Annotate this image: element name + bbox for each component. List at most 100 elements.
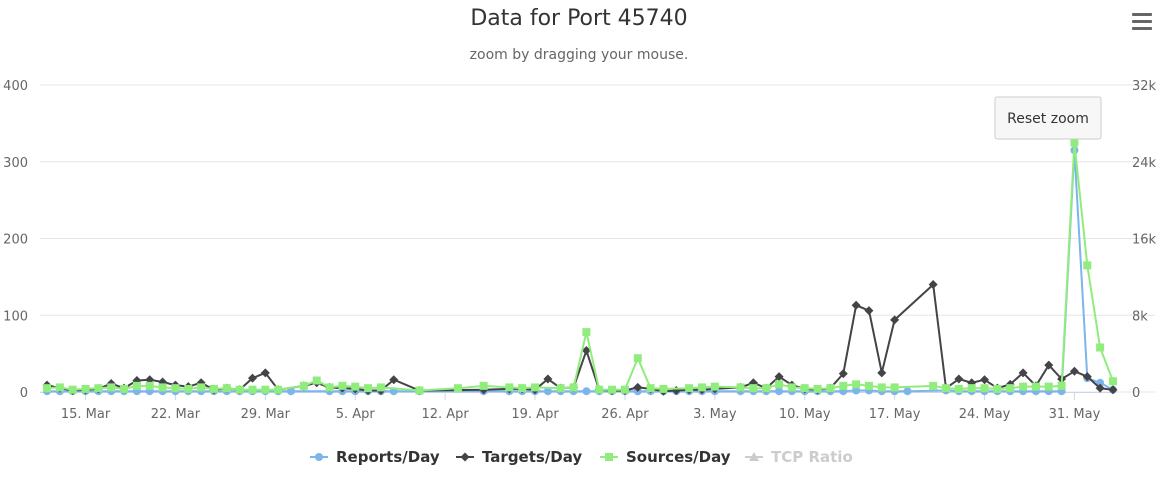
x-tick-label: 5. Apr	[336, 407, 376, 422]
x-tick-label: 19. Apr	[511, 407, 559, 422]
data-point	[1069, 366, 1079, 376]
data-point	[235, 385, 244, 394]
y-tick-label-left: 400	[3, 79, 28, 94]
data-point	[158, 383, 167, 392]
y-tick-label-left: 300	[3, 156, 28, 171]
data-point	[1070, 138, 1079, 147]
data-point	[736, 383, 745, 392]
data-point	[826, 384, 835, 393]
data-point	[338, 381, 347, 390]
data-point	[1108, 377, 1117, 386]
data-point	[261, 385, 270, 394]
data-point	[813, 384, 822, 393]
data-point	[247, 373, 257, 383]
data-point	[543, 387, 552, 396]
x-tick-label: 26. Apr	[601, 407, 649, 422]
data-point	[710, 382, 719, 391]
data-point	[107, 383, 116, 392]
y-tick-label-right: 32k	[1132, 79, 1157, 94]
legend: Reports/Day Targets/Day Sources/Day TCP Rat…	[310, 448, 853, 466]
data-point	[929, 381, 938, 390]
y-tick-label-right: 24k	[1132, 156, 1157, 171]
export-menu-button[interactable]	[1128, 9, 1156, 35]
x-tick-label: 10. May	[779, 407, 831, 422]
y-tick-label-left: 100	[3, 309, 28, 324]
data-point	[851, 300, 861, 310]
series-line	[47, 149, 1114, 393]
data-point	[685, 384, 694, 393]
data-point	[852, 380, 861, 389]
y-tick-label-right: 0	[1132, 386, 1140, 401]
data-point	[299, 381, 308, 390]
data-point	[389, 375, 399, 385]
data-point	[839, 381, 848, 390]
data-point	[659, 384, 668, 393]
data-point	[312, 376, 321, 385]
data-point	[980, 384, 989, 393]
data-point	[518, 384, 527, 393]
legend-item-reports-day[interactable]: Reports/Day	[310, 448, 440, 466]
x-tick-label: 15. Mar	[61, 407, 111, 422]
series-targets-day	[42, 280, 1118, 396]
data-point	[1044, 382, 1053, 391]
series-line	[46, 283, 1114, 393]
series-line	[46, 141, 1114, 392]
legend-label: Targets/Day	[482, 448, 582, 466]
y-tick-label-left: 0	[20, 386, 28, 401]
x-tick-label: 24. May	[959, 407, 1011, 422]
data-point	[222, 384, 231, 393]
data-point	[1006, 384, 1015, 393]
x-tick-label: 17. May	[869, 407, 921, 422]
x-tick-label: 29. Mar	[241, 407, 291, 422]
data-point	[287, 387, 296, 396]
data-point	[697, 383, 706, 392]
x-axis: 15. Mar 22. Mar 29. Mar 5. Apr 12. Apr 19. Ap…	[40, 392, 1115, 422]
data-point	[980, 375, 990, 385]
data-point	[505, 383, 514, 392]
data-point	[877, 383, 886, 392]
legend-item-targets-day[interactable]: Targets/Day	[456, 448, 582, 466]
data-point	[993, 384, 1002, 393]
data-point	[890, 315, 900, 325]
reset-zoom-label: Reset zoom	[1007, 111, 1089, 127]
legend-item-tcp-ratio[interactable]: TCP Ratio	[745, 448, 853, 466]
data-point	[1018, 368, 1028, 378]
data-point	[1095, 383, 1105, 393]
data-point	[581, 346, 591, 356]
data-point	[582, 328, 591, 337]
data-point	[351, 382, 360, 391]
data-point	[197, 383, 206, 392]
reset-zoom-button[interactable]: Reset zoom	[994, 96, 1102, 140]
data-point	[81, 384, 90, 393]
legend-label: Sources/Day	[626, 448, 731, 466]
data-point	[646, 384, 655, 393]
data-point	[890, 383, 899, 392]
data-point	[171, 384, 180, 393]
data-point	[1096, 343, 1105, 352]
legend-item-sources-day[interactable]: Sources/Day	[600, 448, 731, 466]
y-tick-label-right: 16k	[1132, 233, 1157, 248]
plot-series	[42, 138, 1118, 396]
chart-subtitle: zoom by dragging your mouse.	[470, 47, 689, 63]
data-point	[415, 386, 424, 395]
data-point	[260, 368, 270, 378]
x-tick-label: 3. May	[693, 407, 737, 422]
data-point	[145, 381, 154, 390]
data-point	[1108, 385, 1118, 395]
data-point	[1057, 381, 1066, 390]
data-point	[762, 384, 771, 393]
data-point	[556, 384, 565, 393]
data-point	[543, 374, 553, 384]
data-point	[184, 384, 193, 393]
data-point	[1019, 382, 1028, 391]
y-tick-label-left: 200	[3, 233, 28, 248]
data-point	[633, 354, 642, 363]
legend-symbol	[460, 452, 470, 462]
series-sources-day	[43, 138, 1117, 395]
data-point	[364, 384, 373, 393]
y-axis-right: 0 8k 16k 24k 32k	[1132, 79, 1157, 401]
data-point	[325, 383, 334, 392]
data-point	[1096, 378, 1105, 387]
